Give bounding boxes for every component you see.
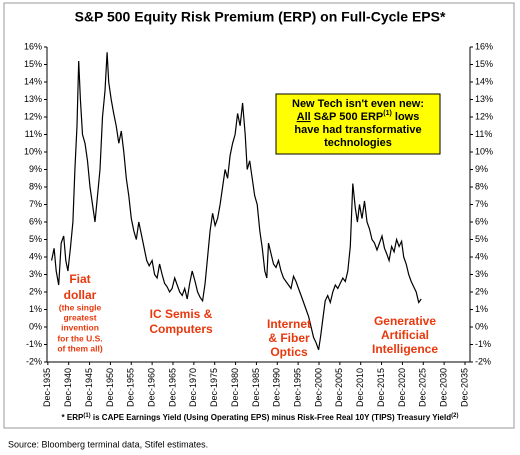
x-tick-label: Dec-1945 bbox=[84, 368, 94, 407]
callout-line: All S&P 500 ERP(1) lows bbox=[297, 110, 420, 123]
x-tick-label: Dec-1980 bbox=[230, 368, 240, 407]
y-tick-label-right: 9% bbox=[475, 164, 488, 174]
y-tick-label: 11% bbox=[25, 129, 42, 139]
y-tick-label: 4% bbox=[29, 251, 42, 261]
x-tick-label: Dec-1950 bbox=[105, 368, 115, 407]
y-tick-label: 1% bbox=[29, 304, 42, 314]
y-tick-label: 10% bbox=[24, 146, 42, 156]
callout-text: have had transformative bbox=[294, 124, 421, 136]
y-tick-label: 8% bbox=[29, 181, 42, 191]
y-tick-label-right: 12% bbox=[475, 111, 493, 121]
y-tick-label-right: 10% bbox=[475, 146, 493, 156]
callout-text: (1) bbox=[383, 110, 392, 117]
x-tick-label: Dec-2030 bbox=[439, 368, 449, 407]
x-tick-label: Dec-2025 bbox=[418, 368, 428, 407]
y-tick-label: -2% bbox=[26, 356, 42, 366]
annotation: IC Semis & bbox=[150, 307, 213, 321]
footnote: * ERP(1) is CAPE Earnings Yield (Using O… bbox=[62, 413, 459, 423]
x-tick-label: Dec-2000 bbox=[313, 368, 323, 407]
chart-title: S&P 500 Equity Risk Premium (ERP) on Ful… bbox=[75, 9, 446, 25]
x-tick-label: Dec-1955 bbox=[126, 368, 136, 407]
callout-line: New Tech isn't even new: bbox=[292, 98, 424, 110]
footnote-text: (1) bbox=[83, 413, 90, 419]
callout-text: S&P 500 ERP bbox=[311, 111, 384, 123]
y-tick-label: -1% bbox=[26, 339, 42, 349]
callout-line: have had transformative bbox=[294, 124, 421, 136]
y-tick-label-right: 11% bbox=[475, 129, 492, 139]
y-tick-label: 13% bbox=[24, 94, 42, 104]
y-tick-label-right: 16% bbox=[475, 41, 493, 51]
annotation: dollar bbox=[64, 288, 97, 302]
y-tick-label-right: 6% bbox=[475, 216, 488, 226]
annotation: greatest bbox=[63, 312, 96, 322]
x-tick-label: Dec-1935 bbox=[42, 368, 52, 407]
x-tick-label: Dec-2005 bbox=[334, 368, 344, 407]
data-line bbox=[51, 52, 422, 351]
x-tick-label: Dec-1995 bbox=[293, 368, 303, 407]
y-tick-label: 0% bbox=[29, 321, 42, 331]
annotation: for the U.S. bbox=[57, 333, 102, 343]
annotation: & Fiber bbox=[268, 331, 310, 345]
y-tick-label-right: 0% bbox=[475, 321, 488, 331]
annotation: Intelligence bbox=[372, 342, 438, 356]
y-tick-label: 5% bbox=[29, 234, 42, 244]
y-tick-label-right: 2% bbox=[475, 286, 488, 296]
x-tick-label: Dec-1975 bbox=[209, 368, 219, 407]
y-tick-label-right: 4% bbox=[475, 251, 488, 261]
annotation: Internet bbox=[267, 317, 311, 331]
callout-box bbox=[275, 93, 441, 155]
y-tick-label-right: 14% bbox=[475, 76, 493, 86]
annotation: Optics bbox=[270, 345, 308, 359]
y-tick-label: 6% bbox=[29, 216, 42, 226]
callout-line: technologies bbox=[324, 137, 392, 149]
y-tick-label-right: 5% bbox=[475, 234, 488, 244]
x-tick-label: Dec-2015 bbox=[376, 368, 386, 407]
chart-frame bbox=[3, 2, 515, 429]
y-tick-label: 15% bbox=[24, 59, 42, 69]
y-tick-label-right: 8% bbox=[475, 181, 488, 191]
y-tick-label: 12% bbox=[24, 111, 42, 121]
source: Source: Bloomberg terminal data, Stifel … bbox=[8, 439, 208, 449]
y-tick-label-right: -2% bbox=[475, 356, 491, 366]
x-tick-label: Dec-1960 bbox=[146, 368, 156, 407]
y-tick-label-right: -1% bbox=[475, 339, 491, 349]
y-tick-label-right: 13% bbox=[475, 94, 493, 104]
y-tick-label: 9% bbox=[29, 164, 42, 174]
x-tick-label: Dec-1970 bbox=[188, 368, 198, 407]
x-tick-label: Dec-1990 bbox=[272, 368, 282, 407]
annotation: invention bbox=[61, 322, 99, 332]
annotation: Artificial bbox=[381, 328, 429, 342]
x-tick-label: Dec-1940 bbox=[63, 368, 73, 407]
x-tick-label: Dec-2010 bbox=[355, 368, 365, 407]
y-tick-label: 16% bbox=[24, 41, 42, 51]
callout-text: New Tech isn't even new: bbox=[292, 98, 424, 110]
footnote-text: * ERP bbox=[62, 413, 84, 422]
footnote-text: is CAPE Earnings Yield (Using Operating … bbox=[91, 413, 452, 422]
callout-text: All bbox=[297, 111, 311, 123]
annotation: of them all) bbox=[57, 343, 103, 353]
footnote-text: (2) bbox=[451, 413, 458, 419]
annotation: Fiat bbox=[69, 272, 90, 286]
callout-text: technologies bbox=[324, 137, 392, 149]
y-tick-label: 2% bbox=[29, 286, 42, 296]
y-tick-label: 3% bbox=[29, 269, 42, 279]
y-tick-label-right: 1% bbox=[475, 304, 488, 314]
x-tick-label: Dec-1965 bbox=[167, 368, 177, 407]
y-tick-label-right: 3% bbox=[475, 269, 488, 279]
y-tick-label-right: 15% bbox=[475, 59, 493, 69]
y-tick-label: 14% bbox=[24, 76, 42, 86]
x-tick-label: Dec-2035 bbox=[459, 368, 469, 407]
callout-text: lows bbox=[392, 111, 420, 123]
annotation: Generative bbox=[374, 314, 436, 328]
x-tick-label: Dec-2020 bbox=[397, 368, 407, 407]
y-tick-label-right: 7% bbox=[475, 199, 488, 209]
annotation: Computers bbox=[149, 322, 213, 336]
annotation: (the single bbox=[59, 302, 102, 312]
x-tick-label: Dec-1985 bbox=[251, 368, 261, 407]
y-tick-label: 7% bbox=[29, 199, 42, 209]
